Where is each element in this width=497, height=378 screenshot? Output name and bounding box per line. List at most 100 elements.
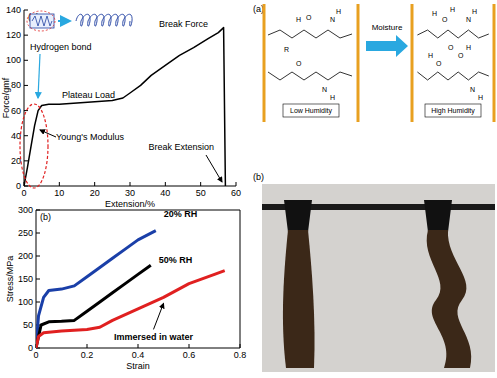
y-tick-label: 150 [18, 274, 33, 284]
annotation: Break Force [159, 19, 208, 29]
surface-line [263, 4, 266, 122]
y-tick-label: 20 [11, 156, 21, 166]
x-tick-label: 0 [21, 188, 26, 198]
inset-ring [27, 11, 55, 31]
atom: N [470, 86, 475, 93]
moisture-arrow [366, 35, 408, 57]
y-tick [24, 85, 28, 86]
atom: O [296, 60, 302, 67]
y-tick-label: 100 [18, 297, 33, 307]
atom: H [432, 10, 437, 17]
y-tick [24, 135, 28, 136]
humidity-diagram: (a)HONHRONHHOHONHOHOHNHLow HumidityHigh … [253, 4, 494, 122]
atom: O [306, 14, 312, 21]
x-tick [165, 182, 166, 186]
spring-compressed [32, 16, 52, 26]
x-tick [59, 182, 60, 186]
series-label: Immersed in water [114, 332, 194, 342]
y-tick-label: 200 [18, 251, 33, 261]
atom: R [284, 46, 289, 53]
x-tick-label: 0.6 [183, 350, 196, 360]
label-box [283, 104, 339, 117]
annotation: Hydrogen bond [30, 42, 92, 52]
x-tick-label: 40 [160, 188, 170, 198]
atom: H [336, 8, 341, 15]
atom: N [466, 16, 471, 23]
x-tick [189, 344, 190, 348]
x-tick [200, 182, 201, 186]
surface-line [493, 4, 496, 122]
series-label: 50% RH [159, 255, 193, 265]
y-axis [24, 10, 25, 186]
chart: 00.20.40.60.8050100150200250300StrainStr… [5, 205, 246, 371]
y-tick-label: 100 [6, 55, 21, 65]
panel-label: (b) [253, 172, 264, 182]
y-tick-label: 60 [11, 106, 21, 116]
y-tick [36, 233, 40, 234]
panel-label: (a) [253, 4, 264, 14]
x-tick [87, 344, 88, 348]
atom: H [472, 8, 477, 15]
hair-photo: (b) [253, 172, 495, 372]
series-label: 20% RH [164, 209, 198, 219]
y-tick [36, 279, 40, 280]
x-tick-label: 20 [90, 188, 100, 198]
bond [268, 30, 352, 38]
atom: N [330, 16, 335, 23]
annotation: Plateau Load [62, 90, 115, 100]
annotation-arrow [40, 130, 56, 137]
atom: O [458, 52, 464, 59]
annotation: Break Extension [148, 142, 214, 152]
atom: N [322, 86, 327, 93]
modulus-ellipse [20, 104, 48, 188]
atom: H [450, 6, 455, 13]
y-tick [24, 35, 28, 36]
atom: O [448, 44, 454, 51]
y-tick [24, 110, 28, 111]
y-axis-label: Force/gmf [1, 77, 11, 118]
x-tick [240, 344, 241, 348]
photo-background [262, 184, 495, 372]
x-tick [236, 182, 237, 186]
atom: H [466, 44, 471, 51]
y-tick-label: 140 [6, 5, 21, 15]
y-tick [24, 160, 28, 161]
hair-wavy [427, 230, 472, 368]
atom: O [436, 60, 442, 67]
bond [417, 30, 488, 38]
x-tick-label: 0 [33, 350, 38, 360]
atom: O [442, 16, 448, 23]
x-axis-label: Strain [126, 361, 150, 371]
y-tick [36, 210, 40, 211]
clip [284, 200, 312, 232]
label-box [425, 104, 481, 117]
annotation-arrow [206, 155, 222, 182]
atom: H [296, 16, 301, 23]
force-curve [24, 28, 225, 186]
panel-label: (b) [40, 212, 51, 222]
annotation: Young's Modulus [56, 132, 124, 142]
y-tick [24, 10, 28, 11]
y-tick [36, 302, 40, 303]
x-tick-label: 10 [54, 188, 64, 198]
inset-arrow [58, 20, 70, 22]
x-tick [94, 182, 95, 186]
y-tick-label: 250 [18, 228, 33, 238]
y-tick-label: 80 [11, 80, 21, 90]
figure: 0102030405060020406080100120140Extension… [0, 0, 497, 378]
hair-straight [283, 230, 315, 368]
state-label: Low Humidity [290, 107, 333, 115]
state-label: High Humidity [431, 107, 475, 115]
surface-line [411, 4, 414, 122]
atom: H [478, 94, 483, 101]
bond [417, 72, 488, 80]
clip [424, 200, 452, 232]
x-tick [138, 344, 139, 348]
y-tick-label: 0 [28, 343, 33, 353]
y-tick-label: 0 [16, 181, 21, 191]
y-tick-label: 50 [23, 320, 33, 330]
x-tick-label: 60 [231, 188, 241, 198]
plot-area [24, 28, 225, 186]
x-axis-label: Extension/% [105, 199, 155, 209]
x-tick-label: 50 [196, 188, 206, 198]
